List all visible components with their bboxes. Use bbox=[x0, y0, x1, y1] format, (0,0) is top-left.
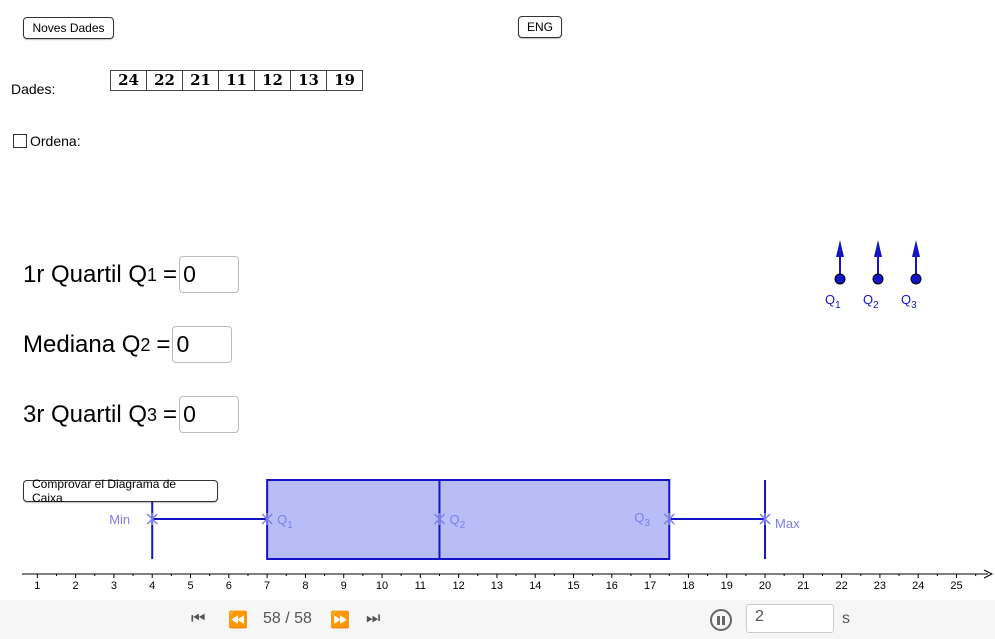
data-cell: 19 bbox=[334, 71, 355, 89]
frame-counter: 58 / 58 bbox=[263, 610, 312, 627]
q3-label: 3r Quartil Q bbox=[23, 400, 148, 428]
box-q1-q3 bbox=[266, 479, 671, 560]
x-tick-label-10: 10 bbox=[376, 580, 388, 592]
q2-input[interactable]: 0 bbox=[172, 326, 233, 363]
pause-icon[interactable] bbox=[710, 609, 732, 631]
data-table: 24 22 21 11 12 13 19 bbox=[110, 70, 363, 91]
x-axis-arrow bbox=[983, 569, 994, 579]
q3-marker bbox=[663, 513, 675, 525]
q1-marker-label: Q1 bbox=[277, 512, 293, 531]
next-frame-icon[interactable]: ⏩ bbox=[330, 612, 350, 629]
language-button[interactable]: ENG bbox=[518, 16, 562, 38]
data-cell: 13 bbox=[291, 71, 327, 90]
x-tick-label-25: 25 bbox=[950, 580, 962, 592]
handle-label-3: Q3 bbox=[901, 292, 917, 311]
step-unit-label: s bbox=[842, 610, 850, 627]
x-tick-label-6: 6 bbox=[226, 580, 232, 592]
x-tick-label-24: 24 bbox=[912, 580, 924, 592]
sort-checkbox[interactable] bbox=[13, 134, 27, 148]
min-marker bbox=[146, 513, 158, 525]
max-marker bbox=[759, 513, 771, 525]
q3-equals: = bbox=[163, 400, 178, 428]
x-tick-label-18: 18 bbox=[682, 580, 694, 592]
q3-marker-label: Q3 bbox=[634, 510, 650, 529]
handle-arrow-1 bbox=[836, 240, 844, 257]
x-tick-label-21: 21 bbox=[797, 580, 809, 592]
x-tick-label-4: 4 bbox=[149, 580, 155, 592]
x-tick-label-3: 3 bbox=[111, 580, 117, 592]
q2-equals: = bbox=[156, 330, 171, 358]
x-tick-label-5: 5 bbox=[187, 580, 193, 592]
x-tick-label-12: 12 bbox=[452, 580, 464, 592]
q1-input[interactable]: 0 bbox=[179, 256, 240, 293]
min-label: Min bbox=[109, 512, 130, 527]
x-tick-label-16: 16 bbox=[606, 580, 618, 592]
x-tick-label-20: 20 bbox=[759, 580, 771, 592]
x-tick-label-7: 7 bbox=[264, 580, 270, 592]
handle-point-3[interactable] bbox=[910, 273, 922, 285]
last-frame-icon[interactable]: ⏭ bbox=[366, 610, 381, 627]
first-frame-icon[interactable]: ⏮ bbox=[191, 610, 206, 627]
handle-label-2: Q2 bbox=[863, 292, 879, 311]
x-tick-label-9: 9 bbox=[341, 580, 347, 592]
q1-marker bbox=[261, 513, 273, 525]
x-tick-label-13: 13 bbox=[491, 580, 503, 592]
sort-checkbox-label: Ordena: bbox=[30, 133, 81, 149]
x-tick-label-8: 8 bbox=[302, 580, 308, 592]
handle-arrow-3 bbox=[912, 240, 920, 257]
data-cell: 24 bbox=[111, 71, 147, 90]
max-label: Max bbox=[775, 516, 800, 531]
previous-frame-icon[interactable]: ⏪ bbox=[228, 612, 248, 629]
new-data-button[interactable]: Noves Dades bbox=[23, 17, 114, 39]
data-cell: 21 bbox=[183, 71, 219, 90]
x-tick-label-17: 17 bbox=[644, 580, 656, 592]
check-box-plot-button[interactable]: Comprovar el Diagrama de Caixa bbox=[23, 477, 218, 505]
handle-point-1[interactable] bbox=[834, 273, 846, 285]
q1-label: 1r Quartil Q bbox=[23, 260, 148, 288]
x-tick-label-19: 19 bbox=[721, 580, 733, 592]
x-tick-label-23: 23 bbox=[874, 580, 886, 592]
data-cell: 11 bbox=[219, 71, 255, 90]
q1-equals: = bbox=[163, 260, 178, 288]
x-tick-label-2: 2 bbox=[73, 580, 79, 592]
x-tick-label-11: 11 bbox=[415, 580, 426, 592]
handle-arrow-2 bbox=[874, 240, 882, 257]
median-marker bbox=[433, 513, 446, 525]
x-tick-label-15: 15 bbox=[567, 580, 579, 592]
handle-label-1: Q1 bbox=[825, 292, 841, 311]
q3-input[interactable]: 0 bbox=[179, 396, 240, 433]
boxplot-chart: 1 2 3 4 5 6 7 8 9 10 11 12 13 14 15 16 17 18 19 20 21 22 23 24 2… bbox=[22, 240, 994, 592]
sort-checkbox-row[interactable]: Ordena: bbox=[13, 133, 81, 149]
x-tick-label-1: 1 bbox=[34, 580, 40, 592]
handle-point-2[interactable] bbox=[872, 273, 884, 285]
q2-label: Mediana Q bbox=[23, 330, 141, 358]
x-tick-label-14: 14 bbox=[529, 580, 541, 592]
data-cell: 12 bbox=[255, 71, 291, 90]
data-label: Dades: bbox=[11, 81, 56, 97]
x-tick-label-22: 22 bbox=[835, 580, 847, 592]
median-marker-label: Q2 bbox=[449, 512, 465, 531]
data-cell: 22 bbox=[147, 71, 183, 90]
step-input[interactable]: 2 bbox=[746, 604, 834, 633]
